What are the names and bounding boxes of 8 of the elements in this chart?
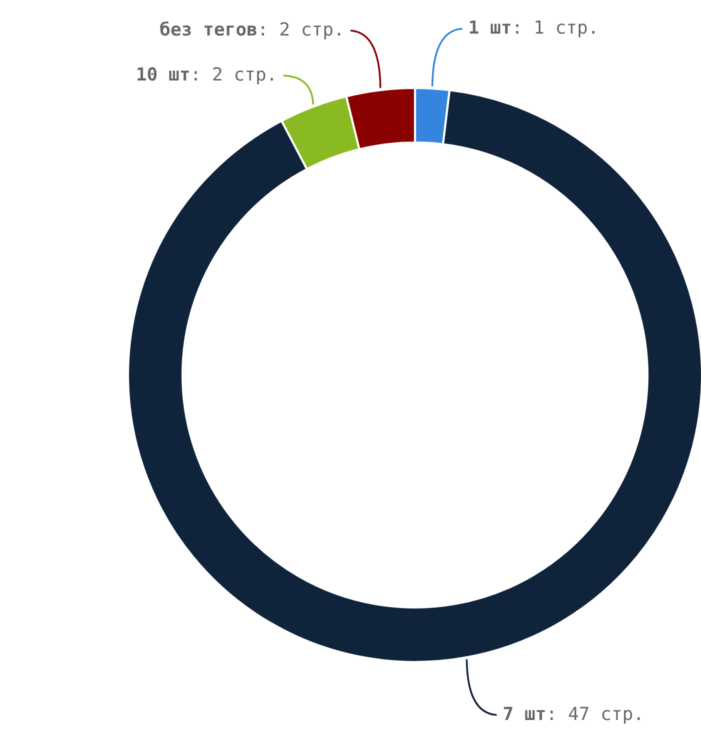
data-label: : 2 стр. xyxy=(194,67,273,84)
slice-label: 10 шт xyxy=(138,67,189,81)
slice-label: 7 шт xyxy=(504,706,545,720)
slice-label: 1 шт xyxy=(470,20,510,34)
slice-label: без тегов xyxy=(160,21,256,36)
data-label: : 47 стр. xyxy=(550,706,640,724)
data-label: : 1 стр. xyxy=(516,20,594,38)
data-label: : 2 стр. xyxy=(262,22,340,40)
